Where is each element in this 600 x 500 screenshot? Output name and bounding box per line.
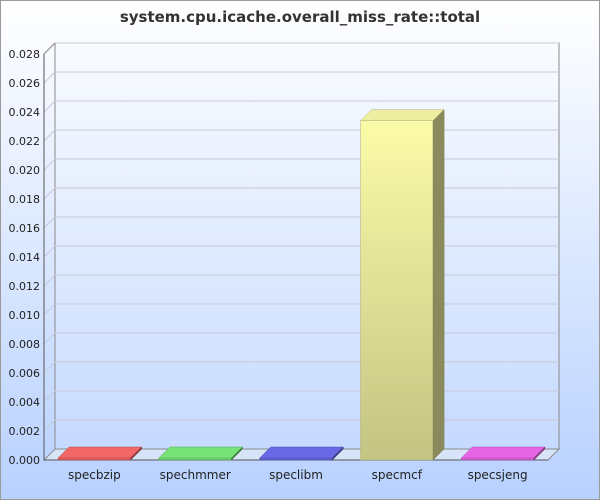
bar-top-spechmmer bbox=[158, 446, 244, 459]
y-tick-label: 0.028 bbox=[9, 48, 41, 61]
x-tick-label: specbzip bbox=[68, 468, 121, 482]
bar-top-specsjeng bbox=[460, 446, 546, 459]
bar-specmcf bbox=[360, 120, 434, 461]
bar-speclibm bbox=[259, 457, 333, 461]
bar-top-specmcf bbox=[359, 109, 445, 121]
y-tick-label: 0.012 bbox=[9, 280, 41, 293]
y-tick-label: 0.022 bbox=[9, 135, 41, 148]
y-tick-label: 0.000 bbox=[9, 454, 41, 467]
bar-top-specbzip bbox=[57, 446, 143, 459]
bar-side-specsjeng bbox=[533, 446, 546, 461]
x-tick-label: spechmmer bbox=[160, 468, 231, 482]
y-tick-label: 0.004 bbox=[9, 396, 41, 409]
y-tick-label: 0.006 bbox=[9, 367, 41, 380]
y-tick-label: 0.024 bbox=[9, 106, 41, 119]
chart-title: system.cpu.icache.overall_miss_rate::tot… bbox=[119, 8, 481, 26]
gridline-side bbox=[43, 245, 56, 258]
gridline-side bbox=[43, 187, 56, 200]
bar-spechmmer bbox=[158, 457, 232, 461]
bar-side-specmcf bbox=[432, 109, 445, 461]
gridline-side bbox=[43, 71, 56, 84]
bar-side-spechmmer bbox=[231, 446, 243, 461]
bar-top-speclibm bbox=[259, 446, 344, 459]
y-tick-label: 0.014 bbox=[9, 251, 41, 264]
x-tick-label: specsjeng bbox=[468, 468, 528, 482]
y-tick-label: 0.010 bbox=[9, 309, 41, 322]
axis-edge bbox=[43, 42, 56, 55]
y-tick-label: 0.008 bbox=[9, 338, 41, 351]
y-tick-label: 0.026 bbox=[9, 77, 41, 90]
y-tick-label: 0.002 bbox=[9, 425, 41, 438]
gridline-side bbox=[43, 216, 56, 229]
y-tick-label: 0.016 bbox=[9, 222, 41, 235]
gridline-side bbox=[43, 100, 56, 113]
gridline-side bbox=[43, 361, 56, 374]
bar-layer bbox=[57, 109, 546, 461]
bar-side-speclibm bbox=[332, 446, 344, 461]
gridline-side bbox=[43, 129, 56, 142]
gridline-side bbox=[43, 274, 56, 287]
label-layer: 0.000 0.002 0.004 0.006 0.008 0.010 0.012 0.014… bbox=[9, 48, 528, 482]
x-tick-label: specmcf bbox=[372, 468, 423, 482]
grid-layer bbox=[42, 42, 561, 461]
gridline-side bbox=[43, 303, 56, 316]
y-tick-label: 0.020 bbox=[9, 164, 41, 177]
gridline-side bbox=[43, 390, 56, 403]
y-tick-label: 0.018 bbox=[9, 193, 41, 206]
gridline-side bbox=[43, 419, 56, 432]
x-tick-label: speclibm bbox=[269, 468, 323, 482]
bar-side-specbzip bbox=[130, 446, 142, 461]
gridline-side bbox=[43, 158, 56, 171]
gridline-side bbox=[43, 332, 56, 345]
bar-specsjeng bbox=[461, 457, 535, 461]
bar-specbzip bbox=[57, 457, 131, 461]
